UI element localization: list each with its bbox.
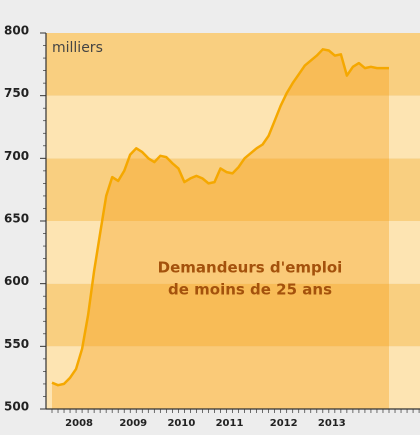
annotation: de moins de 25 ans [168, 281, 332, 299]
annotation: Demandeurs d'emploi [158, 259, 343, 277]
y-tick-label: 800 [4, 24, 29, 38]
y-tick-label: 550 [4, 337, 29, 351]
x-tick-label: 2012 [270, 418, 298, 429]
y-tick-label: 750 [4, 86, 29, 100]
y-tick-label: 600 [4, 274, 29, 288]
y-tick-label: 700 [4, 149, 29, 163]
grid-band [46, 346, 420, 409]
x-tick-label: 2010 [167, 418, 195, 429]
x-tick-label: 2013 [318, 418, 346, 429]
grid-band [46, 221, 420, 284]
x-tick-label: 2009 [119, 418, 147, 429]
area [52, 49, 389, 410]
y-tick-label: 650 [4, 212, 29, 226]
unit-label: milliers [52, 40, 103, 56]
grid-band [46, 283, 420, 347]
y-tick-label: 500 [4, 400, 29, 414]
x-tick-label: 2011 [216, 418, 244, 429]
grid-band [46, 95, 420, 159]
x-tick-label: 2008 [65, 418, 93, 429]
line [51, 48, 389, 387]
